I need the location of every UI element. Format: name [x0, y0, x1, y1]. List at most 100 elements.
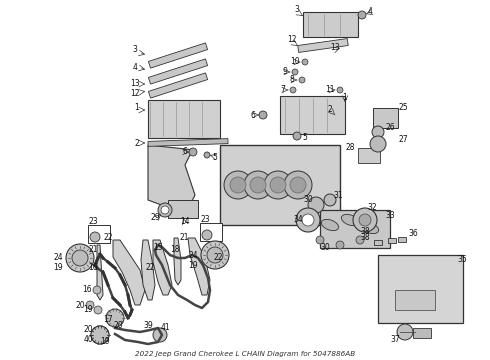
Text: 18: 18	[170, 246, 180, 255]
Circle shape	[86, 301, 94, 309]
Bar	[148, 73, 208, 98]
Circle shape	[337, 87, 343, 93]
Text: 19: 19	[83, 306, 93, 315]
Text: 20: 20	[75, 301, 85, 310]
Text: 19: 19	[188, 261, 198, 270]
Bar	[388, 238, 396, 243]
Circle shape	[244, 171, 272, 199]
Ellipse shape	[361, 222, 379, 234]
Text: 30: 30	[303, 195, 313, 204]
Text: 16: 16	[88, 262, 98, 271]
Bar	[280, 96, 345, 134]
Circle shape	[370, 136, 386, 152]
Text: 15: 15	[153, 243, 163, 252]
Circle shape	[397, 324, 413, 340]
Circle shape	[201, 241, 229, 269]
Circle shape	[94, 306, 102, 314]
Circle shape	[302, 214, 314, 226]
Bar	[413, 328, 431, 338]
Circle shape	[93, 286, 101, 294]
Circle shape	[230, 177, 246, 193]
Circle shape	[290, 177, 306, 193]
Circle shape	[158, 203, 172, 217]
Circle shape	[299, 77, 305, 83]
Text: 23: 23	[200, 215, 210, 224]
Circle shape	[356, 236, 364, 244]
Polygon shape	[188, 238, 210, 295]
Text: 30: 30	[320, 243, 330, 252]
Text: 13: 13	[330, 44, 340, 53]
Circle shape	[161, 206, 169, 214]
Circle shape	[207, 247, 223, 263]
Text: 8: 8	[290, 76, 294, 85]
Text: 35: 35	[457, 256, 467, 265]
Text: 14: 14	[180, 217, 190, 226]
Text: 27: 27	[398, 135, 408, 144]
Circle shape	[302, 59, 308, 65]
Text: 36: 36	[408, 229, 418, 238]
Text: 5: 5	[302, 134, 307, 143]
Bar	[303, 12, 358, 37]
Text: 6: 6	[250, 111, 255, 120]
Circle shape	[153, 328, 167, 342]
Text: 40: 40	[83, 336, 93, 345]
Text: 7: 7	[281, 85, 286, 94]
Polygon shape	[113, 240, 145, 305]
Text: 6: 6	[183, 148, 188, 157]
Circle shape	[264, 171, 292, 199]
Text: 17: 17	[103, 315, 113, 324]
Text: 32: 32	[367, 202, 377, 211]
Text: 26: 26	[385, 123, 395, 132]
Bar	[200, 223, 222, 241]
Text: 21: 21	[179, 234, 189, 243]
Circle shape	[353, 208, 377, 232]
Circle shape	[296, 208, 320, 232]
Bar	[320, 210, 390, 248]
Text: 31: 31	[333, 192, 343, 201]
Bar	[358, 148, 380, 163]
Text: 22: 22	[145, 264, 155, 273]
Text: 2: 2	[328, 105, 332, 114]
Bar	[220, 145, 340, 225]
Circle shape	[359, 214, 371, 226]
Circle shape	[202, 230, 212, 240]
Text: 11: 11	[325, 85, 335, 94]
Text: 24: 24	[188, 251, 198, 260]
Text: 5: 5	[213, 153, 218, 162]
Text: 3: 3	[294, 5, 299, 14]
Text: 2: 2	[135, 139, 139, 148]
Circle shape	[336, 241, 344, 249]
Circle shape	[292, 69, 298, 75]
Bar	[168, 200, 198, 218]
Circle shape	[284, 171, 312, 199]
Bar	[373, 108, 398, 128]
Text: 1: 1	[343, 94, 347, 103]
Circle shape	[308, 197, 324, 213]
Text: 16: 16	[82, 285, 92, 294]
Circle shape	[204, 152, 210, 158]
Text: 1: 1	[135, 104, 139, 112]
Text: 38: 38	[360, 228, 370, 237]
Text: 25: 25	[398, 103, 408, 112]
Circle shape	[224, 171, 252, 199]
Text: 20: 20	[83, 325, 93, 334]
Circle shape	[270, 177, 286, 193]
Polygon shape	[97, 245, 103, 300]
Text: 19: 19	[100, 338, 110, 346]
Text: 41: 41	[160, 324, 170, 333]
Circle shape	[189, 148, 197, 156]
Circle shape	[316, 236, 324, 244]
Text: 2022 Jeep Grand Cherokee L CHAIN Diagram for 5047886AB: 2022 Jeep Grand Cherokee L CHAIN Diagram…	[135, 351, 355, 357]
Text: 29: 29	[150, 213, 160, 222]
Circle shape	[324, 194, 336, 206]
Bar	[148, 59, 208, 84]
Text: 34: 34	[293, 216, 303, 225]
Text: 4: 4	[368, 8, 372, 17]
Text: 38: 38	[360, 234, 370, 243]
Bar	[148, 100, 220, 138]
Circle shape	[90, 232, 100, 242]
Text: 33: 33	[385, 211, 395, 220]
Text: 19: 19	[53, 264, 63, 273]
Circle shape	[106, 309, 124, 327]
Text: 10: 10	[290, 58, 300, 67]
